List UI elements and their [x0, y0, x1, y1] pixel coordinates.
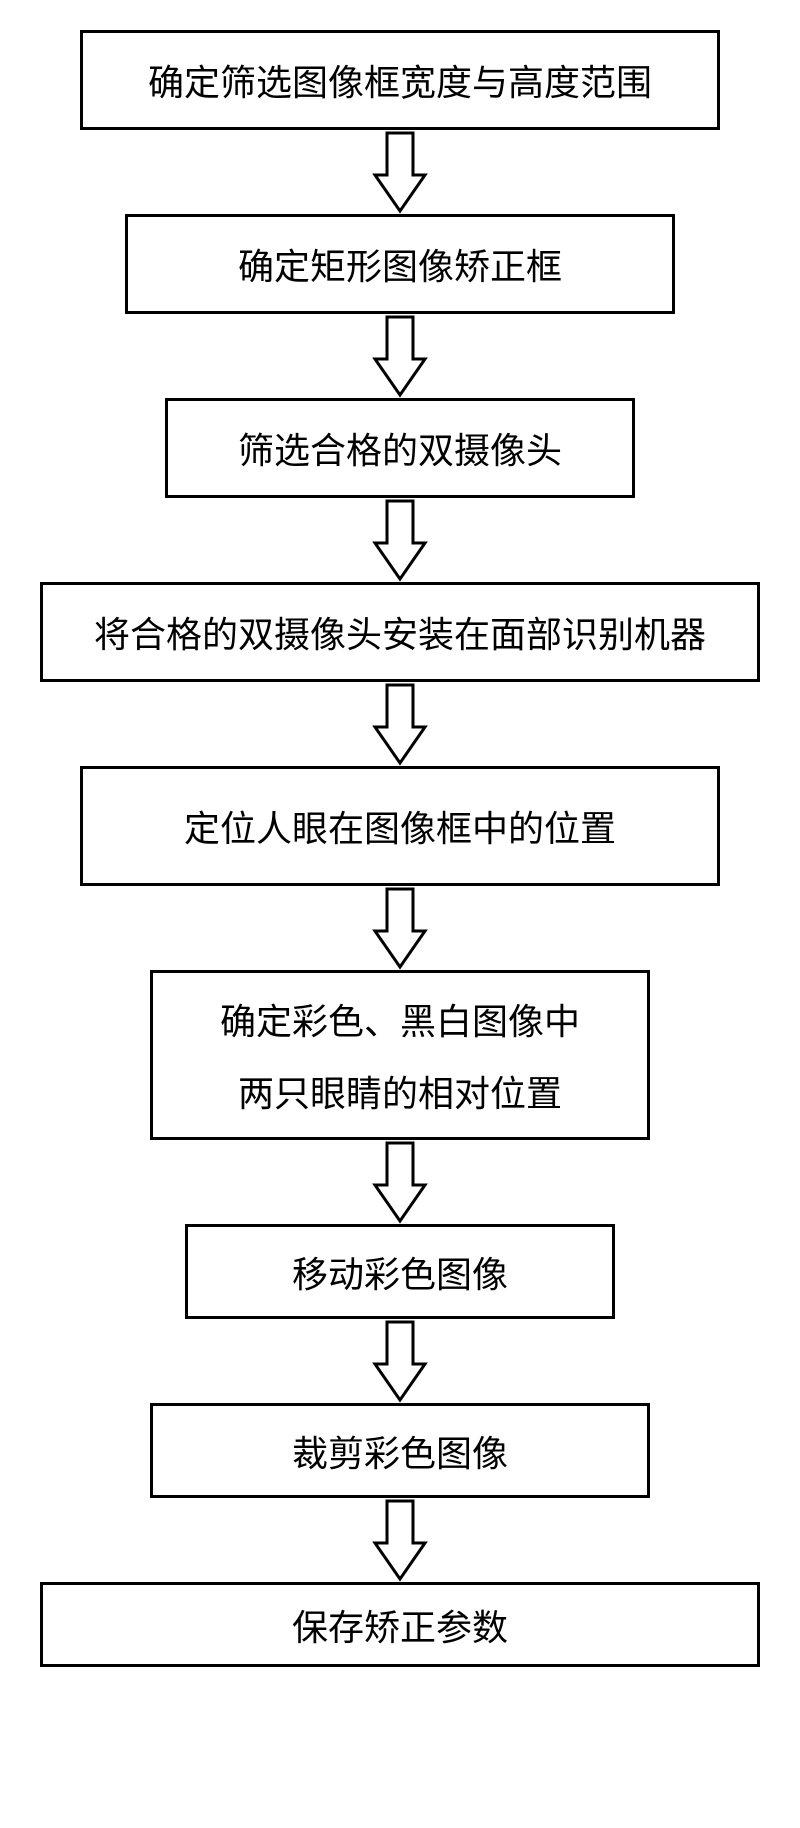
- flow-step-text: 确定筛选图像框宽度与高度范围: [148, 54, 652, 106]
- flow-step-step-2: 确定矩形图像矫正框: [125, 214, 675, 314]
- flow-step-step-6: 确定彩色、黑白图像中两只眼睛的相对位置: [150, 970, 650, 1140]
- flow-step-step-5: 定位人眼在图像框中的位置: [80, 766, 720, 886]
- flow-step-text: 确定矩形图像矫正框: [238, 238, 562, 290]
- flow-step-step-4: 将合格的双摄像头安装在面部识别机器: [40, 582, 760, 682]
- flow-step-text: 两只眼睛的相对位置: [238, 1065, 562, 1117]
- flow-step-text: 定位人眼在图像框中的位置: [184, 800, 616, 852]
- flow-step-text: 确定彩色、黑白图像中: [220, 993, 580, 1045]
- flow-step-step-1: 确定筛选图像框宽度与高度范围: [80, 30, 720, 130]
- flow-arrow: [372, 682, 428, 766]
- flow-step-text: 将合格的双摄像头安装在面部识别机器: [94, 606, 706, 658]
- flow-step-step-3: 筛选合格的双摄像头: [165, 398, 635, 498]
- flow-arrow: [372, 498, 428, 582]
- flow-step-step-9: 保存矫正参数: [40, 1582, 760, 1667]
- flowchart-container: 确定筛选图像框宽度与高度范围确定矩形图像矫正框筛选合格的双摄像头将合格的双摄像头…: [0, 30, 800, 1667]
- flow-arrow: [372, 1140, 428, 1224]
- flow-arrow: [372, 886, 428, 970]
- flow-arrow: [372, 314, 428, 398]
- flow-arrow: [372, 1498, 428, 1582]
- flow-arrow: [372, 130, 428, 214]
- flow-step-text: 保存矫正参数: [292, 1599, 508, 1651]
- flow-step-step-7: 移动彩色图像: [185, 1224, 615, 1319]
- flow-step-text: 裁剪彩色图像: [292, 1425, 508, 1477]
- flow-step-step-8: 裁剪彩色图像: [150, 1403, 650, 1498]
- flow-step-text: 筛选合格的双摄像头: [238, 422, 562, 474]
- flow-arrow: [372, 1319, 428, 1403]
- flow-step-text: 移动彩色图像: [292, 1246, 508, 1298]
